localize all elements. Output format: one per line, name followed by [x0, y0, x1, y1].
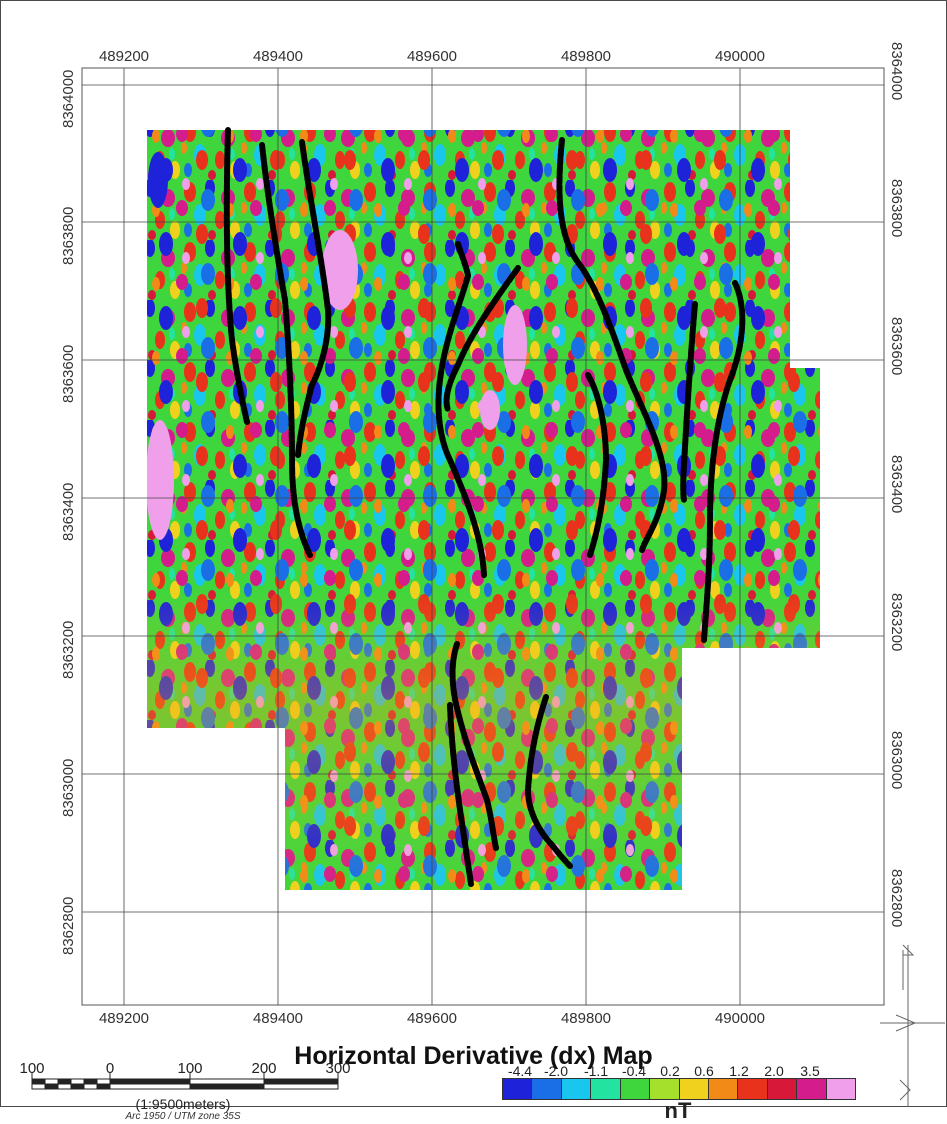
northing-tick-right: 8363200: [888, 593, 905, 652]
easting-tick-bottom: 489600: [406, 1010, 458, 1027]
colorbar-swatch: [532, 1079, 562, 1099]
colorbar-swatch: [503, 1079, 533, 1099]
derivative-grid: [147, 130, 820, 890]
colorbar-label: -4.4: [507, 1063, 533, 1079]
easting-tick-bottom: 489200: [98, 1010, 150, 1027]
scale-bar-label: 300: [325, 1060, 351, 1077]
lineaments: [223, 127, 746, 887]
north-arrow-icon: [880, 944, 945, 1107]
scale-bar: [31, 1072, 339, 1090]
colorbar-label: 2.0: [764, 1063, 784, 1079]
northing-tick-right: 8363800: [888, 179, 905, 238]
color-bar: [502, 1078, 856, 1100]
scale-bar-label: 100: [19, 1060, 45, 1077]
colorbar-swatch: [679, 1079, 709, 1099]
colorbar-label: 0.2: [660, 1063, 680, 1079]
colorbar-swatch: [738, 1079, 768, 1099]
colorbar-swatch: [591, 1079, 621, 1099]
northing-tick-left: 8363000: [60, 758, 77, 817]
colorbar-swatch: [826, 1079, 856, 1099]
northing-tick-right: 8363000: [888, 731, 905, 790]
colorbar-swatch: [708, 1079, 739, 1099]
colorbar-label: 1.2: [729, 1063, 749, 1079]
easting-tick-top: 490000: [714, 48, 766, 65]
colorbar-swatch: [767, 1079, 798, 1099]
colorbar-swatch: [620, 1079, 651, 1099]
colorbar-label: -1.1: [583, 1063, 609, 1079]
easting-tick-top: 489200: [98, 48, 150, 65]
colorbar-label: 3.5: [800, 1063, 820, 1079]
northing-tick-left: 8362800: [60, 896, 77, 955]
colorbar-label: -2.0: [543, 1063, 569, 1079]
colorbar-label: -0.4: [621, 1063, 647, 1079]
colorbar-label: 0.6: [694, 1063, 714, 1079]
northing-tick-left: 8364000: [60, 69, 77, 128]
northing-tick-right: 8362800: [888, 869, 905, 928]
coordinate-grid: [82, 68, 884, 1005]
northing-tick-right: 8364000: [888, 42, 905, 101]
northing-tick-left: 8363600: [60, 344, 77, 403]
scale-bar-label: 200: [251, 1060, 277, 1077]
map-frame: [81, 67, 885, 1006]
easting-tick-top: 489400: [252, 48, 304, 65]
scale-bar-label: 0: [105, 1060, 115, 1077]
colorbar-swatch: [797, 1079, 827, 1099]
easting-tick-top: 489600: [406, 48, 458, 65]
colorbar-swatch: [561, 1079, 592, 1099]
easting-tick-bottom: 490000: [714, 1010, 766, 1027]
northing-tick-right: 8363400: [888, 455, 905, 514]
easting-tick-bottom: 489800: [560, 1010, 612, 1027]
northing-tick-left: 8363800: [60, 206, 77, 265]
easting-tick-top: 489800: [560, 48, 612, 65]
colorbar-swatch: [650, 1079, 680, 1099]
northing-tick-right: 8363600: [888, 317, 905, 376]
northing-tick-left: 8363400: [60, 482, 77, 541]
scale-bar-label: 100: [177, 1060, 203, 1077]
easting-tick-bottom: 489400: [252, 1010, 304, 1027]
units-label: nT: [664, 1098, 692, 1123]
map-title: Horizontal Derivative (dx) Map: [294, 1042, 653, 1070]
scale-ratio: (1:9500meters): [135, 1096, 231, 1112]
northing-tick-left: 8363200: [60, 620, 77, 679]
projection-label: Arc 1950 / UTM zone 35S: [125, 1111, 241, 1122]
